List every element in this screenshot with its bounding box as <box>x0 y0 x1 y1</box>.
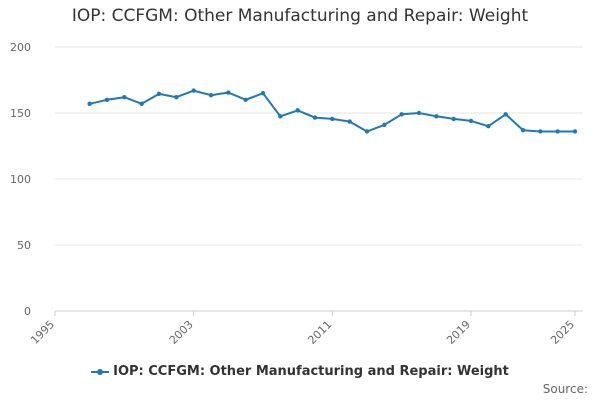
data-point <box>364 129 370 134</box>
data-point <box>278 114 283 119</box>
data-point <box>399 112 404 117</box>
data-point <box>87 101 92 106</box>
data-point <box>451 116 456 122</box>
data-point <box>191 88 196 93</box>
data-point <box>416 110 422 116</box>
data-point <box>295 108 300 113</box>
legend[interactable]: IOP: CCFGM: Other Manufacturing and Repa… <box>0 364 600 381</box>
series-line <box>89 89 575 133</box>
data-point <box>503 112 508 117</box>
data-point <box>104 97 110 103</box>
data-point <box>555 129 560 134</box>
data-point <box>434 114 439 119</box>
legend-dot <box>97 368 104 375</box>
x-tick-label: 2025 <box>548 318 577 347</box>
x-tick-label: 1995 <box>28 318 57 347</box>
data-point <box>468 118 474 124</box>
axis-layer: 0 50 100 150 200 1995 2003 2011 2019 2025 <box>10 41 577 347</box>
data-point <box>347 119 352 124</box>
series-layer <box>87 88 578 134</box>
x-tick-label: 2011 <box>305 318 334 347</box>
data-point <box>139 101 144 106</box>
data-point <box>572 129 578 134</box>
y-tick-label: 150 <box>10 107 31 120</box>
data-point <box>260 91 266 96</box>
x-tick-label: 2019 <box>444 318 473 347</box>
data-point <box>122 94 127 100</box>
y-tick-label: 50 <box>17 239 31 252</box>
data-point <box>486 124 491 129</box>
data-point <box>382 122 387 128</box>
legend-label: IOP: CCFGM: Other Manufacturing and Repa… <box>113 364 509 379</box>
data-point <box>330 116 335 122</box>
data-point <box>174 94 179 100</box>
data-point <box>156 91 162 97</box>
y-tick-label: 0 <box>24 305 31 318</box>
chart-title: IOP: CCFGM: Other Manufacturing and Repa… <box>71 6 529 26</box>
legend-swatch-icon <box>91 367 110 377</box>
y-tick-label: 200 <box>10 41 31 54</box>
grid-layer <box>55 46 583 312</box>
data-point <box>243 97 248 103</box>
x-tick-label: 2003 <box>167 318 196 347</box>
data-point <box>226 90 231 95</box>
source-label: Source: <box>542 382 588 396</box>
y-tick-label: 100 <box>10 173 31 186</box>
data-point <box>538 129 543 134</box>
data-point <box>520 127 526 133</box>
data-point <box>312 115 318 120</box>
data-point <box>208 92 214 98</box>
